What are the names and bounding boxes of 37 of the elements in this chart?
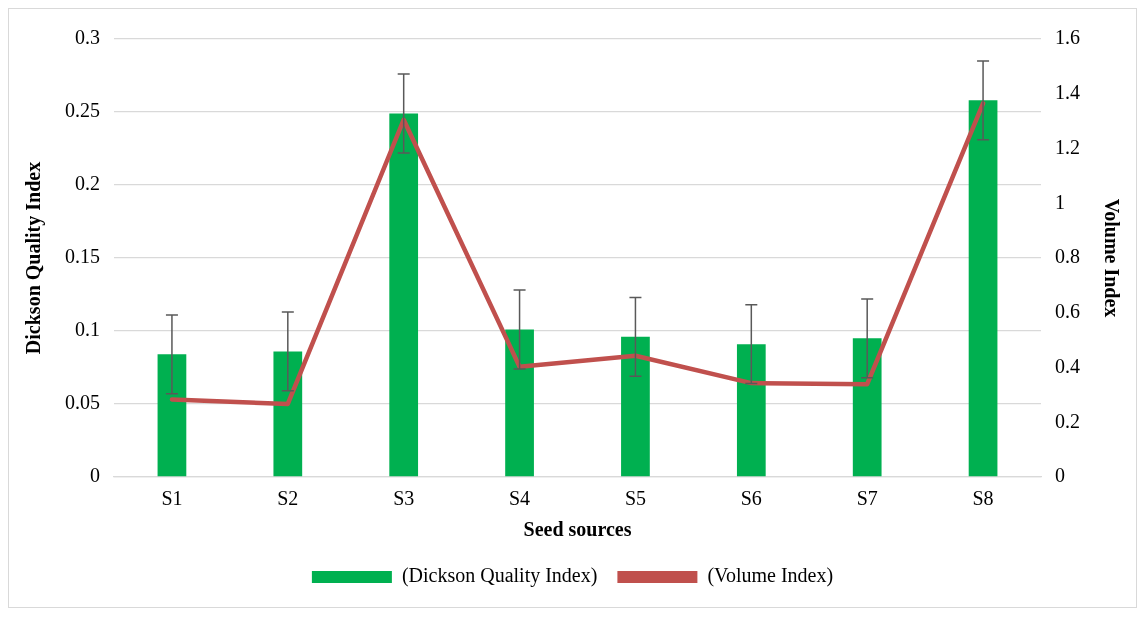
x-tick-label: S5 [624, 487, 646, 510]
x-tick-label: S8 [972, 487, 994, 510]
y2-tick-label: 1.4 [1055, 81, 1080, 103]
bar [968, 100, 998, 477]
y2-tick-label: 0.2 [1055, 409, 1080, 432]
x-axis-title: Seed sources [523, 518, 632, 541]
x-tick-label: S3 [393, 487, 415, 510]
legend-label: (Dickson Quality Index) [401, 564, 598, 588]
x-tick-label: S4 [509, 487, 531, 510]
y-tick-label: 0.25 [65, 99, 100, 122]
bar [389, 113, 419, 477]
y2-tick-label: 1 [1055, 190, 1065, 213]
y2-tick-label: 0.8 [1055, 245, 1080, 268]
x-tick-label: S2 [277, 487, 299, 510]
bar [621, 336, 650, 477]
y2-tick-label: 1.2 [1055, 135, 1080, 158]
y2-tick-label: 0.4 [1055, 354, 1080, 377]
y-tick-label: 0.05 [65, 391, 100, 414]
bar [157, 354, 187, 477]
y-tick-label: 0.2 [75, 172, 100, 195]
bar [505, 329, 534, 477]
y-tick-label: 0.1 [75, 318, 100, 341]
y-tick-label: 0 [90, 464, 100, 487]
x-tick-label: S7 [856, 487, 878, 510]
y2-tick-label: 0 [1055, 464, 1065, 487]
bar [736, 344, 766, 477]
y2-axis-title: Volume Index [1100, 198, 1123, 318]
bar [852, 338, 882, 477]
y-tick-label: 0.3 [75, 26, 100, 49]
y2-tick-label: 1.6 [1055, 26, 1080, 49]
legend-label: (Volume Index) [707, 564, 834, 588]
bar [273, 351, 303, 477]
y-axis-title: Dickson Quality Index [22, 161, 46, 355]
x-tick-label: S6 [740, 487, 762, 510]
y2-tick-label: 0.6 [1055, 300, 1080, 322]
x-tick-label: S1 [161, 487, 183, 510]
y-tick-label: 0.15 [65, 245, 100, 268]
